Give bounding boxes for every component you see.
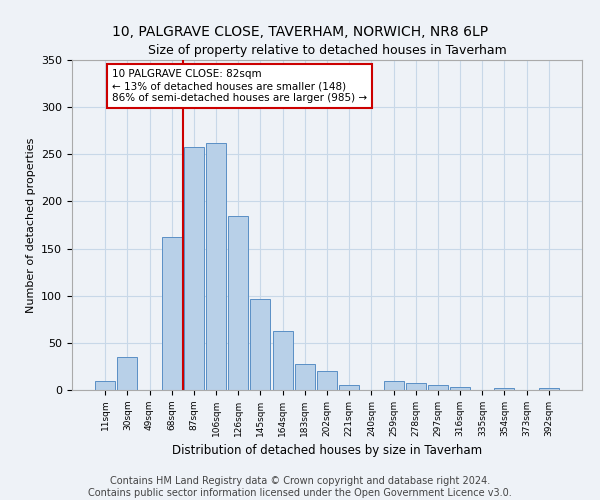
Bar [339, 386, 359, 390]
Bar [95, 380, 115, 390]
Bar [406, 384, 426, 390]
Bar [317, 371, 337, 390]
Bar [383, 380, 404, 390]
Text: 10 PALGRAVE CLOSE: 82sqm
← 13% of detached houses are smaller (148)
86% of semi-: 10 PALGRAVE CLOSE: 82sqm ← 13% of detach… [112, 70, 367, 102]
Bar [295, 364, 315, 390]
Bar [450, 387, 470, 390]
Text: 10, PALGRAVE CLOSE, TAVERHAM, NORWICH, NR8 6LP: 10, PALGRAVE CLOSE, TAVERHAM, NORWICH, N… [112, 26, 488, 40]
Bar [250, 300, 271, 390]
Bar [428, 386, 448, 390]
Bar [228, 216, 248, 390]
Y-axis label: Number of detached properties: Number of detached properties [26, 138, 35, 312]
Text: Contains HM Land Registry data © Crown copyright and database right 2024.
Contai: Contains HM Land Registry data © Crown c… [88, 476, 512, 498]
Bar [184, 146, 204, 390]
Bar [162, 238, 182, 390]
Bar [539, 388, 559, 390]
Bar [494, 388, 514, 390]
Bar [206, 143, 226, 390]
Bar [118, 357, 137, 390]
Bar [272, 330, 293, 390]
X-axis label: Distribution of detached houses by size in Taverham: Distribution of detached houses by size … [172, 444, 482, 458]
Title: Size of property relative to detached houses in Taverham: Size of property relative to detached ho… [148, 44, 506, 58]
